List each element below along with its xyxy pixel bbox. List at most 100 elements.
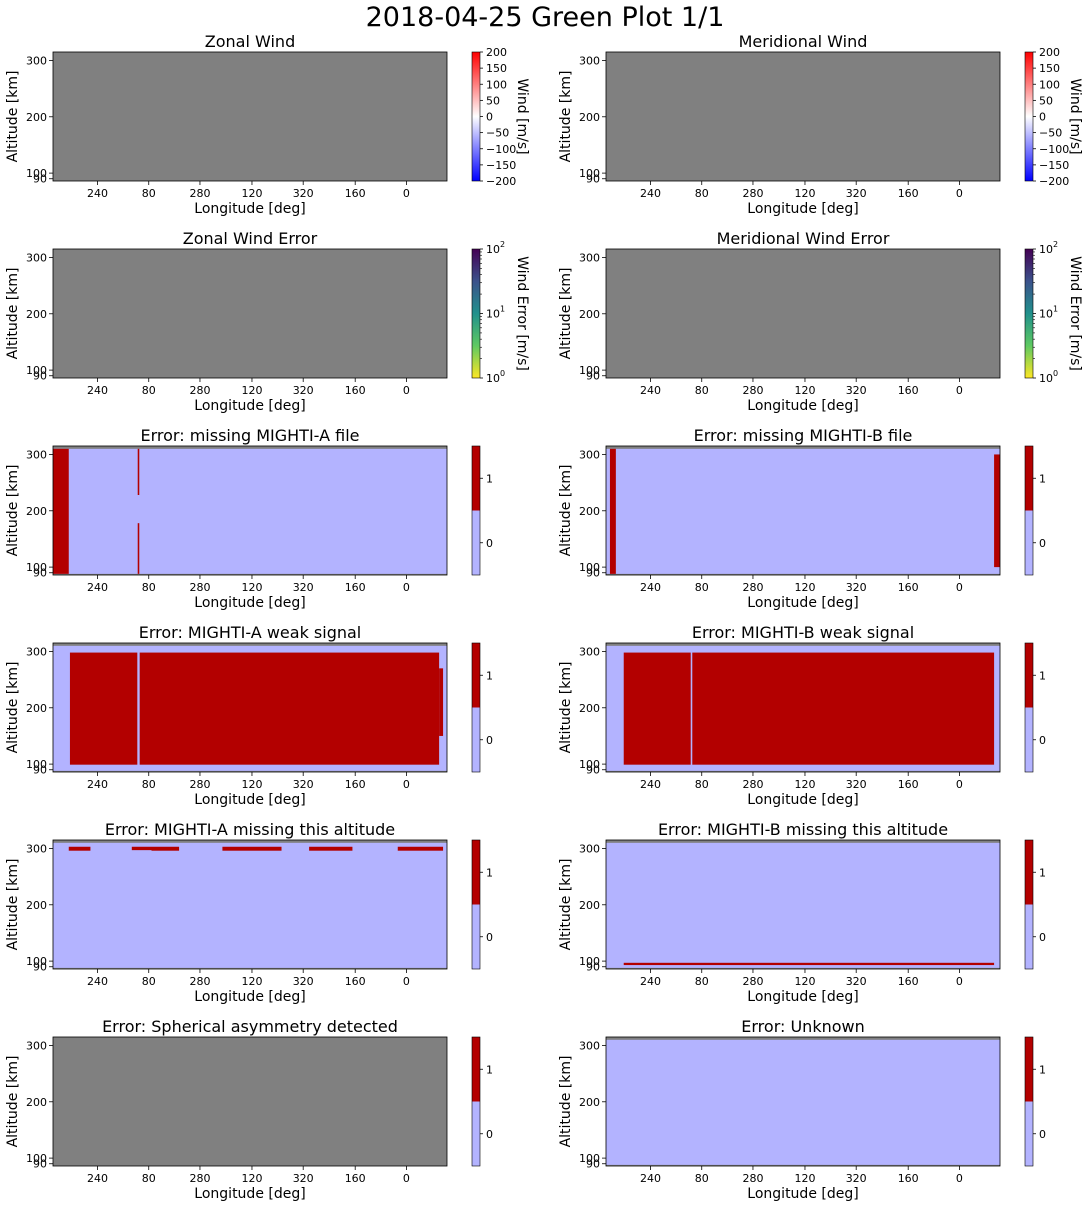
x-tick-label: 120	[241, 1172, 262, 1185]
y-tick-label: 200	[26, 702, 47, 715]
x-tick-label: 160	[898, 1172, 919, 1185]
colorbar-segment-0	[472, 707, 480, 772]
nodata-band-top	[53, 446, 447, 449]
x-axis-label: Longitude [deg]	[194, 595, 305, 611]
colorbar-tick-label: 1	[486, 472, 493, 485]
y-axis-label: Altitude [km]	[558, 71, 574, 163]
x-tick-label: 0	[403, 778, 410, 791]
exponent: 0	[1053, 369, 1058, 378]
plot-area	[606, 52, 1000, 181]
colorbar-segment-1	[1025, 446, 1033, 511]
colorbar-frame	[471, 839, 481, 970]
flag-region	[692, 652, 995, 765]
x-tick-label: 0	[956, 778, 963, 791]
plot-area	[53, 446, 447, 575]
colorbar-segment-1	[472, 1037, 480, 1102]
colorbar	[1025, 249, 1033, 378]
y-tick-label: 300	[26, 448, 47, 461]
flag-region	[994, 454, 1000, 568]
x-tick-label: 280	[189, 581, 210, 594]
plot-area	[53, 52, 447, 181]
x-tick-label: 80	[695, 1172, 709, 1185]
y-tick-label: 90	[33, 1158, 47, 1171]
y-tick-label: 90	[33, 764, 47, 777]
x-tick-label: 0	[403, 187, 410, 200]
colorbar-tick-label: 1	[1039, 1063, 1046, 1076]
x-tick-label: 160	[345, 975, 366, 988]
y-tick-label: 300	[579, 251, 600, 264]
x-axis-label: Longitude [deg]	[194, 201, 305, 217]
x-tick-label: 120	[794, 581, 815, 594]
y-axis-label: Altitude [km]	[5, 859, 21, 951]
y-tick-label: 200	[579, 702, 600, 715]
y-tick-label: 200	[579, 899, 600, 912]
colorbar-label: Wind [m/s]	[514, 78, 530, 154]
x-tick-label: 240	[87, 778, 108, 791]
x-tick-label: 0	[956, 1172, 963, 1185]
panel-missing-mighti-b-file: Error: missing MIGHTI-B file300200100902…	[558, 426, 1046, 611]
panel-mighti-b-weak-signal: Error: MIGHTI-B weak signal3002001009024…	[558, 623, 1046, 808]
x-tick-label: 160	[345, 384, 366, 397]
y-tick-label: 100	[579, 364, 600, 377]
y-axis-label: Altitude [km]	[558, 859, 574, 951]
flag-region	[131, 846, 152, 851]
y-tick-label: 100	[579, 561, 600, 574]
exponent: 2	[1053, 240, 1058, 249]
y-tick-label: 90	[33, 961, 47, 974]
colorbar-segment-1	[472, 643, 480, 708]
x-tick-label: 0	[403, 975, 410, 988]
colorbar-tick-label: 102	[486, 240, 505, 256]
x-tick-label: 80	[695, 384, 709, 397]
plot-area	[53, 249, 447, 378]
nodata-band-bottom	[53, 573, 447, 575]
y-tick-label: 200	[26, 1096, 47, 1109]
colorbar-segment-0	[472, 510, 480, 575]
figure-title: 2018-04-25 Green Plot 1/1	[365, 2, 725, 33]
plot-area	[606, 840, 1000, 969]
colorbar-tick-label: 150	[1039, 62, 1060, 75]
x-tick-label: 120	[794, 1172, 815, 1185]
colorbar-frame	[1024, 642, 1034, 773]
x-tick-label: 320	[293, 187, 314, 200]
x-tick-label: 240	[640, 975, 661, 988]
y-tick-label: 100	[26, 955, 47, 968]
y-tick-label: 100	[26, 364, 47, 377]
colorbar-segment-1	[472, 446, 480, 511]
colorbar-tick-label: 0	[1039, 537, 1046, 550]
x-tick-label: 0	[403, 384, 410, 397]
y-tick-label: 90	[33, 370, 47, 383]
x-tick-label: 240	[640, 1172, 661, 1185]
y-tick-label: 200	[579, 505, 600, 518]
exponent: 1	[1053, 305, 1058, 314]
x-tick-label: 0	[403, 1172, 410, 1185]
colorbar-tick-label: −150	[1039, 159, 1069, 172]
x-tick-label: 80	[695, 187, 709, 200]
x-axis-label: Longitude [deg]	[747, 989, 858, 1005]
y-axis-label: Altitude [km]	[558, 662, 574, 754]
panel-title: Meridional Wind Error	[717, 229, 890, 248]
x-tick-label: 160	[898, 187, 919, 200]
flag-region	[397, 846, 444, 851]
x-tick-label: 160	[345, 187, 366, 200]
flag-region	[623, 652, 691, 765]
colorbar-tick-label: 101	[1039, 305, 1058, 321]
colorbar	[1025, 52, 1033, 181]
y-tick-label: 300	[26, 645, 47, 658]
colorbar-tick-label: −200	[1039, 175, 1069, 188]
x-tick-label: 280	[189, 187, 210, 200]
y-tick-label: 200	[26, 899, 47, 912]
colorbar-tick-label: −200	[486, 175, 516, 188]
colorbar-segment-1	[472, 840, 480, 905]
nodata-band-bottom	[606, 770, 1000, 772]
nodata-band-top	[606, 643, 1000, 646]
colorbar-frame	[471, 1036, 481, 1167]
flag-region	[69, 652, 138, 765]
panel-title: Error: MIGHTI-A weak signal	[139, 623, 362, 642]
y-tick-label: 200	[26, 111, 47, 124]
plot-area	[53, 840, 447, 969]
x-tick-label: 280	[742, 581, 763, 594]
x-axis-label: Longitude [deg]	[747, 792, 858, 808]
